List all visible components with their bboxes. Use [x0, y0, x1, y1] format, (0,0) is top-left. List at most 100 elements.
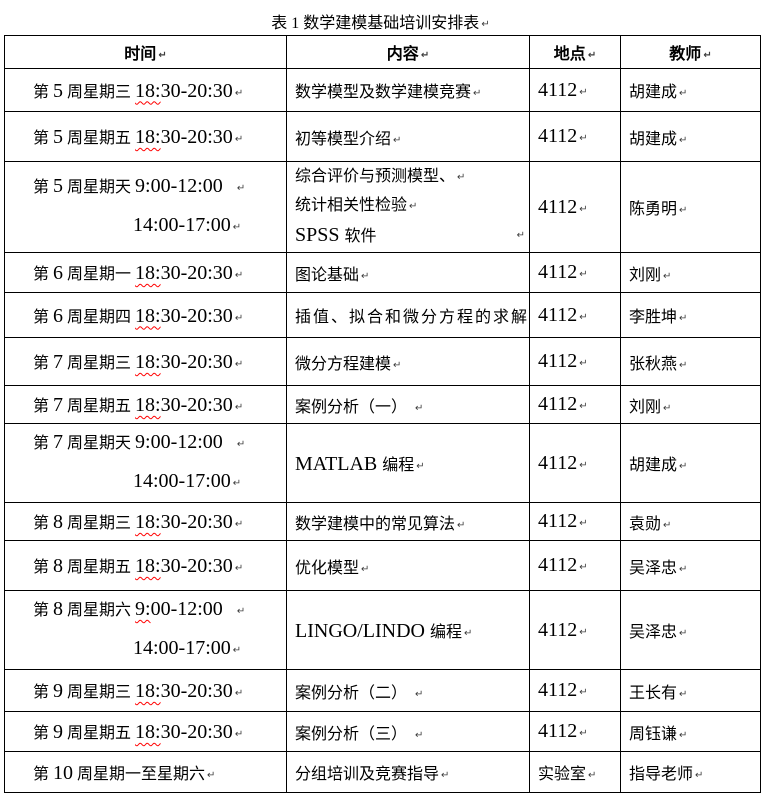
- teacher-cell: 袁勋 ↵: [620, 502, 761, 541]
- paragraph-mark-icon: ↵: [234, 402, 244, 413]
- time-number: 18:: [135, 304, 161, 327]
- time-number: 9: [53, 721, 64, 743]
- content-line: 综合评价与预测模型、 ↵: [295, 163, 529, 192]
- paragraph-mark-icon: ↵: [579, 626, 588, 638]
- paragraph-mark-icon: ↵: [695, 770, 704, 781]
- teacher-name: 袁勋: [629, 515, 662, 533]
- text-segment: 第: [33, 83, 54, 101]
- text-segment: 初等模型介绍: [295, 130, 392, 148]
- location-cell: 4112 ↵: [529, 161, 621, 253]
- content-line: 优化模型 ↵: [295, 554, 529, 578]
- time-number: 00-12:00: [150, 598, 223, 620]
- paragraph-mark-icon: ↵: [587, 50, 597, 61]
- paragraph-mark-icon: ↵: [234, 87, 244, 99]
- time-number: 9:00-12:00: [135, 431, 223, 453]
- paragraph-mark-icon: ↵: [236, 439, 246, 450]
- schedule-row: 第 7 周星期五 18:30-20:30 ↵ 案例分析（一） ↵ 4112 ↵ 刘刚 ↵: [4, 385, 761, 424]
- time-line-1: 第 5 周星期天 9:00-12:00 ↵: [33, 168, 286, 207]
- content-line: 案例分析（一） ↵: [295, 393, 529, 417]
- header-location: 地点 ↵: [529, 35, 621, 69]
- text-segment: 数学建模中的常见算法: [295, 515, 456, 533]
- time-number: 30-20:30: [160, 680, 233, 702]
- paragraph-mark-icon: ↵: [579, 311, 588, 323]
- time-line-1: 第 9 周星期三 18:30-20:30 ↵: [33, 678, 286, 703]
- teacher-cell: 刘刚 ↵: [620, 385, 761, 424]
- paragraph-mark-icon: ↵: [579, 401, 588, 412]
- time-number: 30-20:30: [160, 351, 233, 373]
- teacher-name: 吴泽忠: [629, 559, 678, 577]
- time-line-1: 第 7 周星期五 18:30-20:30 ↵: [33, 392, 286, 417]
- content-cell: MATLAB 编程 ↵: [286, 423, 530, 503]
- table-caption-text: 表 1 数学建模基础培训安排表: [271, 15, 480, 32]
- time-number: 14:00-17:00: [133, 637, 231, 659]
- content-line: MATLAB 编程 ↵: [295, 451, 529, 476]
- time-number: 4112: [538, 618, 578, 641]
- paragraph-mark-icon: ↵: [679, 205, 688, 216]
- text-segment: 微分方程建模: [295, 355, 392, 373]
- time-number: 6: [53, 304, 64, 327]
- teacher-cell: 吴泽忠 ↵: [620, 540, 761, 591]
- paragraph-mark-icon: ↵: [234, 270, 244, 281]
- text-segment: 编程: [382, 456, 415, 474]
- content-cell: 案例分析（三） ↵: [286, 711, 530, 752]
- time-line-1: 第 9 周星期五 18:30-20:30 ↵: [33, 719, 286, 744]
- text-segment: 周星期四: [63, 308, 136, 326]
- time-number: 4112: [538, 261, 578, 283]
- paragraph-mark-icon: ↵: [679, 628, 688, 639]
- teacher-cell: 吴泽忠 ↵: [620, 590, 761, 670]
- time-number: 18:: [135, 555, 161, 577]
- teacher-cell: 王长有 ↵: [620, 669, 761, 712]
- paragraph-mark-icon: ↵: [393, 134, 402, 146]
- content-cell: 数学模型及数学建模竞赛 ↵: [286, 68, 530, 112]
- paragraph-mark-icon: ↵: [234, 519, 244, 530]
- time-cell: 第 7 周星期五 18:30-20:30 ↵: [4, 385, 287, 424]
- text-segment: 案例分析（一）: [295, 398, 408, 416]
- content-line: 统计相关性检验 ↵: [295, 192, 529, 221]
- text-segment: 周星期一: [63, 266, 136, 283]
- time-line-2: 14:00-17:00 ↵: [133, 630, 286, 669]
- time-number: 4112: [538, 554, 578, 576]
- paragraph-mark-icon: ↵: [679, 563, 688, 575]
- content-cell: 案例分析（二） ↵: [286, 669, 530, 712]
- time-number: 4112: [538, 720, 578, 742]
- content-cell: 初等模型介绍 ↵: [286, 111, 530, 162]
- paragraph-mark-icon: ↵: [232, 222, 242, 233]
- paragraph-mark-icon: ↵: [234, 563, 244, 574]
- paragraph-mark-icon: ↵: [481, 19, 490, 30]
- schedule-rows: 第 5 周星期三 18:30-20:30 ↵ 数学模型及数学建模竞赛 ↵ 4112 ↵ 胡建…: [4, 68, 761, 793]
- paragraph-mark-icon: ↵: [236, 183, 246, 194]
- time-number: 5: [53, 126, 64, 148]
- text-segment: 周星期六: [63, 602, 136, 619]
- time-number: 9:: [135, 598, 151, 620]
- text-segment: 第: [33, 398, 54, 415]
- content-line: 数学建模中的常见算法 ↵: [295, 510, 529, 534]
- teacher-name: 胡建成: [629, 84, 678, 101]
- paragraph-mark-icon: ↵: [416, 460, 425, 472]
- paragraph-mark-icon: ↵: [679, 313, 688, 324]
- time-cell: 第 8 周星期六 9:00-12:00 ↵ 14:00-17:00 ↵: [4, 590, 287, 670]
- header-row: 时间 ↵ 内容 ↵ 地点 ↵ 教师 ↵: [4, 35, 761, 69]
- text-segment: 第: [33, 765, 54, 783]
- paragraph-mark-icon: ↵: [679, 461, 688, 472]
- text-segment: 编程: [429, 623, 462, 641]
- time-number: 18:: [135, 351, 161, 373]
- schedule-row: 第 8 周星期六 9:00-12:00 ↵ 14:00-17:00 ↵ LINGO/LI…: [4, 590, 761, 670]
- paragraph-mark-icon: ↵: [679, 88, 688, 99]
- time-cell: 第 6 周星期一 18:30-20:30 ↵: [4, 252, 287, 293]
- paragraph-mark-icon: ↵: [409, 201, 418, 212]
- text-segment: 周星期五: [63, 725, 136, 742]
- time-number: 14:00-17:00: [133, 214, 231, 236]
- time-cell: 第 7 周星期三 18:30-20:30 ↵: [4, 337, 287, 386]
- paragraph-mark-icon: ↵: [679, 688, 688, 700]
- training-schedule-table: 时间 ↵ 内容 ↵ 地点 ↵ 教师 ↵ 第 5 周星期三 18:30-20:30 ↵ 数学模…: [4, 35, 761, 793]
- text-segment: 综合评价与预测模型、: [295, 168, 456, 185]
- paragraph-mark-icon: ↵: [207, 769, 216, 781]
- time-number: 8: [53, 598, 64, 620]
- location-cell: 4112 ↵: [529, 292, 621, 338]
- time-number: 7: [53, 394, 64, 416]
- time-line-2: 14:00-17:00 ↵: [133, 463, 286, 502]
- time-line-1: 第 10 周星期一至星期六 ↵: [33, 760, 286, 785]
- time-number: 8: [53, 555, 64, 577]
- text-segment: 第: [33, 515, 54, 532]
- time-line-1: 第 8 周星期三 18:30-20:30 ↵: [33, 509, 286, 534]
